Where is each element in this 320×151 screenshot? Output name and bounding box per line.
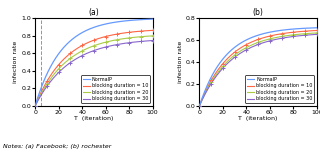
blocking duration = 30 xyxy=(254,44,258,46)
Legend: NormalP, blocking duration = 10, blocking duration = 20, blocking duration = 30: NormalP, blocking duration = 10, blockin… xyxy=(81,75,150,103)
Line: blocking duration = 20: blocking duration = 20 xyxy=(199,33,317,106)
blocking duration = 30 xyxy=(312,34,316,35)
Legend: NormalP, blocking duration = 10, blocking duration = 20, blocking duration = 30: NormalP, blocking duration = 10, blockin… xyxy=(245,75,314,103)
blocking duration = 30 xyxy=(89,51,93,53)
NormalP xyxy=(33,105,37,107)
blocking duration = 20 xyxy=(148,35,152,37)
Y-axis label: infection rate: infection rate xyxy=(178,41,183,83)
blocking duration = 20 xyxy=(253,43,257,44)
blocking duration = 30 xyxy=(97,48,100,50)
X-axis label: T  (iteration): T (iteration) xyxy=(74,116,114,121)
blocking duration = 10 xyxy=(148,30,152,31)
blocking duration = 10 xyxy=(268,35,271,37)
blocking duration = 10 xyxy=(294,31,298,33)
blocking duration = 20 xyxy=(33,105,37,107)
blocking duration = 10 xyxy=(97,38,100,39)
blocking duration = 10 xyxy=(89,40,93,42)
NormalP xyxy=(312,27,316,29)
Title: (a): (a) xyxy=(89,8,99,17)
Title: (b): (b) xyxy=(253,8,264,17)
Line: blocking duration = 10: blocking duration = 10 xyxy=(35,30,153,106)
blocking duration = 10 xyxy=(312,30,316,32)
NormalP xyxy=(197,105,201,107)
blocking duration = 30 xyxy=(148,40,152,42)
blocking duration = 30 xyxy=(253,45,257,47)
NormalP xyxy=(90,27,93,29)
blocking duration = 10 xyxy=(315,30,319,31)
NormalP xyxy=(315,27,319,29)
NormalP xyxy=(89,27,93,29)
blocking duration = 10 xyxy=(151,29,155,31)
NormalP xyxy=(261,33,265,35)
Line: blocking duration = 30: blocking duration = 30 xyxy=(35,40,153,106)
X-axis label: T  (iteration): T (iteration) xyxy=(238,116,278,121)
Line: blocking duration = 20: blocking duration = 20 xyxy=(35,36,153,106)
blocking duration = 30 xyxy=(294,35,298,37)
NormalP xyxy=(151,18,155,20)
Line: blocking duration = 10: blocking duration = 10 xyxy=(199,31,317,106)
Line: NormalP: NormalP xyxy=(35,19,153,106)
blocking duration = 20 xyxy=(268,38,271,40)
blocking duration = 30 xyxy=(151,40,155,41)
blocking duration = 30 xyxy=(103,46,107,48)
blocking duration = 30 xyxy=(268,40,271,42)
blocking duration = 10 xyxy=(197,105,201,107)
blocking duration = 20 xyxy=(294,34,298,35)
NormalP xyxy=(294,28,298,30)
blocking duration = 10 xyxy=(130,31,133,33)
blocking duration = 20 xyxy=(130,37,133,39)
blocking duration = 30 xyxy=(197,105,201,107)
NormalP xyxy=(254,35,258,37)
Text: Notes: (a) Facebook; (b) rochester: Notes: (a) Facebook; (b) rochester xyxy=(3,145,112,149)
blocking duration = 10 xyxy=(90,40,93,42)
blocking duration = 10 xyxy=(33,105,37,107)
NormalP xyxy=(268,31,271,33)
blocking duration = 20 xyxy=(254,42,258,44)
blocking duration = 20 xyxy=(89,46,93,48)
blocking duration = 30 xyxy=(90,50,93,52)
blocking duration = 10 xyxy=(103,36,107,38)
NormalP xyxy=(130,19,133,21)
blocking duration = 20 xyxy=(97,43,100,45)
NormalP xyxy=(103,23,107,25)
blocking duration = 20 xyxy=(315,32,319,34)
blocking duration = 20 xyxy=(103,41,107,43)
blocking duration = 20 xyxy=(197,105,201,107)
blocking duration = 10 xyxy=(261,37,265,39)
blocking duration = 30 xyxy=(33,105,37,107)
blocking duration = 20 xyxy=(90,46,93,48)
Line: NormalP: NormalP xyxy=(199,28,317,106)
Line: blocking duration = 30: blocking duration = 30 xyxy=(199,34,317,106)
blocking duration = 20 xyxy=(261,40,265,42)
NormalP xyxy=(97,25,100,27)
blocking duration = 30 xyxy=(315,34,319,35)
blocking duration = 10 xyxy=(254,39,258,41)
blocking duration = 30 xyxy=(130,42,133,43)
blocking duration = 20 xyxy=(312,32,316,34)
NormalP xyxy=(148,18,152,20)
NormalP xyxy=(253,35,257,37)
blocking duration = 10 xyxy=(253,40,257,41)
blocking duration = 30 xyxy=(261,42,265,44)
Y-axis label: infection rate: infection rate xyxy=(13,41,18,83)
blocking duration = 20 xyxy=(151,35,155,37)
